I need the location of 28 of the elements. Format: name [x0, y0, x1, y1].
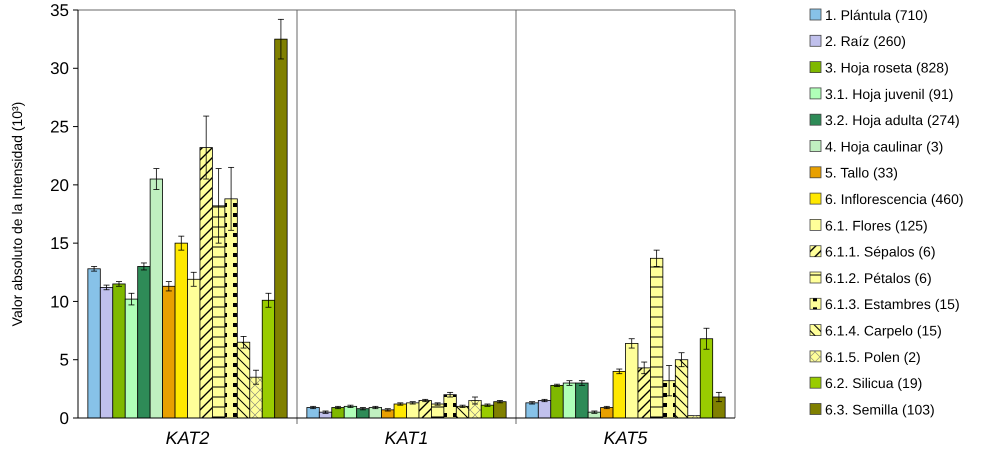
y-tick-label: 35: [50, 0, 69, 20]
y-axis-title: Valor absoluto de la Intensidad (10³): [9, 102, 25, 326]
legend-label: 6.1.1. Sépalos (6): [825, 244, 936, 260]
y-tick-label: 25: [50, 118, 69, 137]
x-tick-label: KAT5: [604, 428, 648, 448]
legend-label: 3.1. Hoja juvenil (91): [825, 86, 954, 102]
legend-label: 6. Inflorescencia (460): [825, 191, 964, 207]
legend-label: 6.1. Flores (125): [825, 217, 928, 234]
y-tick-label: 5: [60, 350, 69, 370]
legend-label: 5. Tallo (33): [825, 164, 898, 181]
legend-label: 3.2. Hoja adulta (274): [825, 112, 960, 128]
legend-label: 6.1.4. Carpelo (15): [825, 322, 942, 338]
legend-label: 6.1.3. Estambres (15): [825, 296, 960, 312]
y-tick-label: 20: [50, 176, 69, 195]
x-tick-label: KAT2: [166, 428, 210, 448]
legend-label: 4. Hoja caulinar (3): [825, 138, 944, 154]
legend-label: 3. Hoja roseta (828): [825, 60, 949, 76]
y-tick-label: 0: [60, 408, 69, 428]
legend-label: 6.3. Semilla (103): [825, 401, 935, 418]
legend-label: 2. Raíz (260): [825, 33, 906, 50]
y-tick-label: 30: [50, 59, 69, 78]
legend-label: 1. Plántula (710): [825, 6, 928, 23]
x-tick-label: KAT1: [384, 428, 428, 448]
y-tick-label: 15: [50, 234, 69, 254]
legend-label: 6.1.2. Pétalos (6): [825, 270, 932, 286]
y-tick-label: 10: [50, 292, 69, 312]
legend-label: 6.2. Silicua (19): [825, 375, 922, 392]
legend-label: 6.1.5. Polen (2): [825, 348, 921, 365]
